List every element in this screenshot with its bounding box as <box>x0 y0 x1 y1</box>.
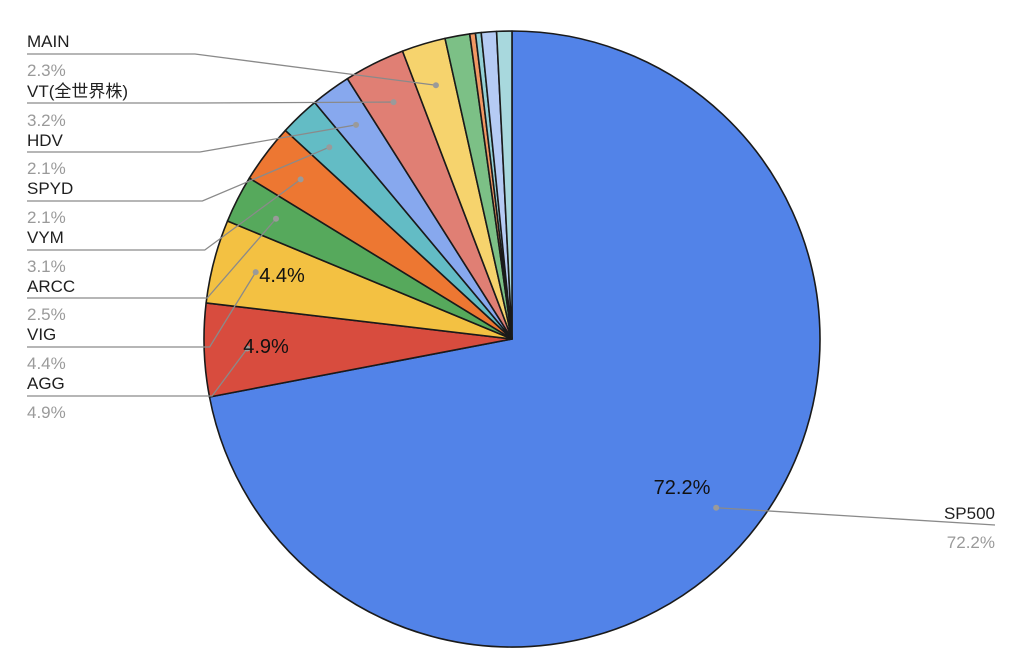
leader-line <box>27 218 277 299</box>
leader-line <box>27 348 248 397</box>
callout-name-sp500: SP500 <box>944 504 995 523</box>
pie-slices <box>203 30 821 648</box>
leader-line <box>27 178 302 251</box>
slice-label-vig-inside: 4.4% <box>259 265 305 287</box>
callout-name-vt: VT(全世界株) <box>27 82 128 101</box>
leader-dot <box>390 99 397 106</box>
callout-pct-arcc: 2.5% <box>27 305 66 324</box>
leader-dot <box>432 82 439 89</box>
callout-pct-hdv: 2.1% <box>27 159 66 178</box>
pie-slice-other-13 <box>495 30 513 340</box>
callout-name-hdv: HDV <box>27 131 64 150</box>
callout-pct-vym: 3.1% <box>27 257 66 276</box>
leader-dot <box>326 144 333 151</box>
leader-line <box>27 146 330 202</box>
slice-label-agg-inside: 4.9% <box>243 336 289 358</box>
callout-name-spyd: SPYD <box>27 179 73 198</box>
callout-pct-agg: 4.9% <box>27 403 66 422</box>
callout-pct-vt: 3.2% <box>27 111 66 130</box>
callout-name-main: MAIN <box>27 32 70 51</box>
leader-line <box>27 101 394 104</box>
leader-line <box>27 124 357 153</box>
callout-pct-sp500: 72.2% <box>947 533 995 552</box>
pie-slice-sp500 <box>208 30 821 648</box>
leader-line <box>27 271 257 348</box>
slice-label-sp500-inside: 72.2% <box>654 477 711 499</box>
leader-dot <box>297 176 304 183</box>
leader-dot <box>273 215 280 222</box>
leader-lines <box>27 53 996 526</box>
callout-pct-vig: 4.4% <box>27 354 66 373</box>
leader-dot <box>252 269 259 276</box>
callout-pct-main: 2.3% <box>27 61 66 80</box>
leader-dot <box>713 504 720 511</box>
leader-line <box>27 53 437 86</box>
callout-name-vym: VYM <box>27 228 64 247</box>
callout-name-arcc: ARCC <box>27 277 75 296</box>
callout-pct-spyd: 2.1% <box>27 208 66 227</box>
leader-dot <box>353 121 360 128</box>
callout-name-agg: AGG <box>27 374 65 393</box>
leader-dot <box>244 345 251 352</box>
callout-name-vig: VIG <box>27 325 56 344</box>
leader-line <box>716 507 996 526</box>
